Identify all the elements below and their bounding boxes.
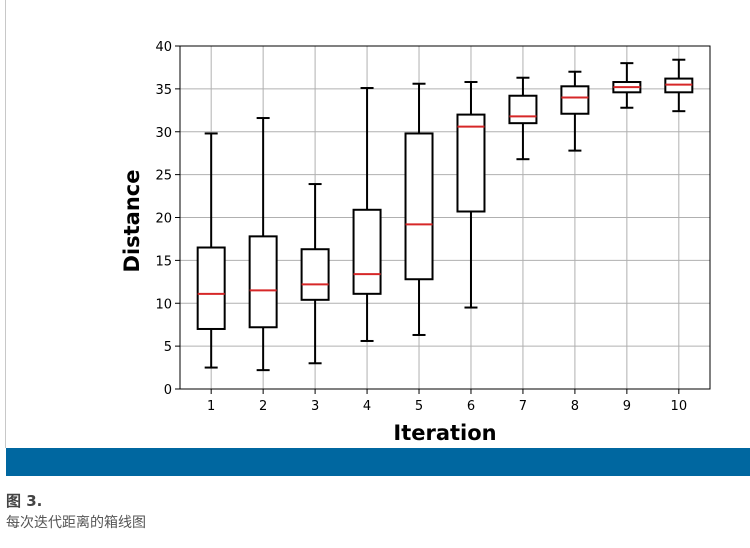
box-group [664,58,694,113]
x-tick-label: 2 [259,399,267,414]
y-tick-label: 15 [155,254,172,269]
box-group [352,87,382,342]
grid-layer [180,45,710,390]
box-group [404,82,434,336]
plot-frame [179,45,711,390]
box-body [560,85,590,115]
box-group [196,132,226,369]
box-body [404,132,434,281]
box-body [508,94,538,125]
x-tick-label: 4 [363,399,371,414]
box-body [456,113,486,213]
x-tick-label: 9 [623,399,631,414]
y-tick-label: 0 [164,383,172,398]
y-axis-label: Distance [120,170,144,273]
y-tick-label: 5 [164,340,172,355]
blue-band [6,448,750,476]
box-body [248,235,278,329]
box-body [196,246,226,330]
box-group [300,183,330,365]
box-group [248,117,278,372]
figure-label: 图 3. [6,492,43,510]
figure-caption: 每次迭代距离的箱线图 [6,515,146,531]
x-tick-label: 6 [467,399,475,414]
box-group [560,70,590,152]
y-tick-label: 40 [155,40,172,55]
box-group [508,76,538,161]
box-group [456,81,486,309]
box-group [612,62,642,109]
x-axis-label: Iteration [393,421,496,445]
y-tick-label: 20 [155,212,172,227]
x-tick-label: 7 [519,399,527,414]
box-layer [196,58,694,372]
box-body [352,208,382,295]
y-tick-label: 10 [155,297,172,312]
box-body [300,248,330,301]
x-tick-label: 1 [207,399,215,414]
x-tick-label: 3 [311,399,319,414]
axis-layer: 0 5 10 15 20 25 30 35 40 1 2 3 4 5 6 7 8 9 10 [155,40,711,414]
y-tick-label: 35 [155,83,172,98]
x-tick-label: 5 [415,399,423,414]
x-tick-label: 8 [571,399,579,414]
y-tick-label: 25 [155,169,172,184]
y-tick-label: 30 [155,126,172,141]
boxplot-chart: 0 5 10 15 20 25 30 35 40 1 2 3 4 5 6 7 8 9 10 Iteration Di… [120,40,711,445]
x-tick-label: 10 [671,399,688,414]
